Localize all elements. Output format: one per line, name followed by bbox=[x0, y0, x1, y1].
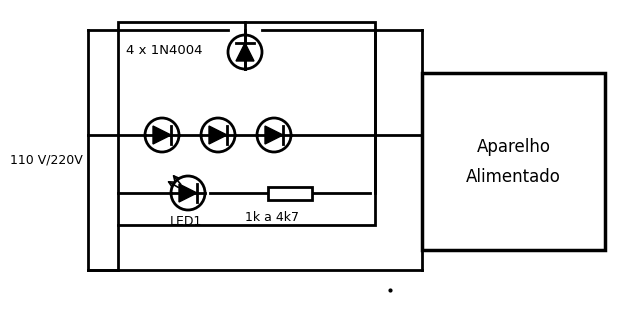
Text: 1k a 4k7: 1k a 4k7 bbox=[245, 211, 299, 224]
Polygon shape bbox=[236, 43, 254, 61]
Text: Alimentado: Alimentado bbox=[466, 167, 561, 186]
Text: 110 V/220V: 110 V/220V bbox=[10, 154, 82, 166]
Polygon shape bbox=[153, 126, 171, 144]
Polygon shape bbox=[179, 184, 197, 202]
Bar bbox=[422, 73, 605, 250]
Text: 4 x 1N4004: 4 x 1N4004 bbox=[126, 44, 202, 57]
Text: Aparelho: Aparelho bbox=[476, 138, 551, 155]
Polygon shape bbox=[209, 126, 227, 144]
Polygon shape bbox=[265, 126, 283, 144]
Text: LED1: LED1 bbox=[170, 215, 202, 228]
Bar bbox=[118, 22, 375, 225]
Bar bbox=[268, 187, 312, 199]
